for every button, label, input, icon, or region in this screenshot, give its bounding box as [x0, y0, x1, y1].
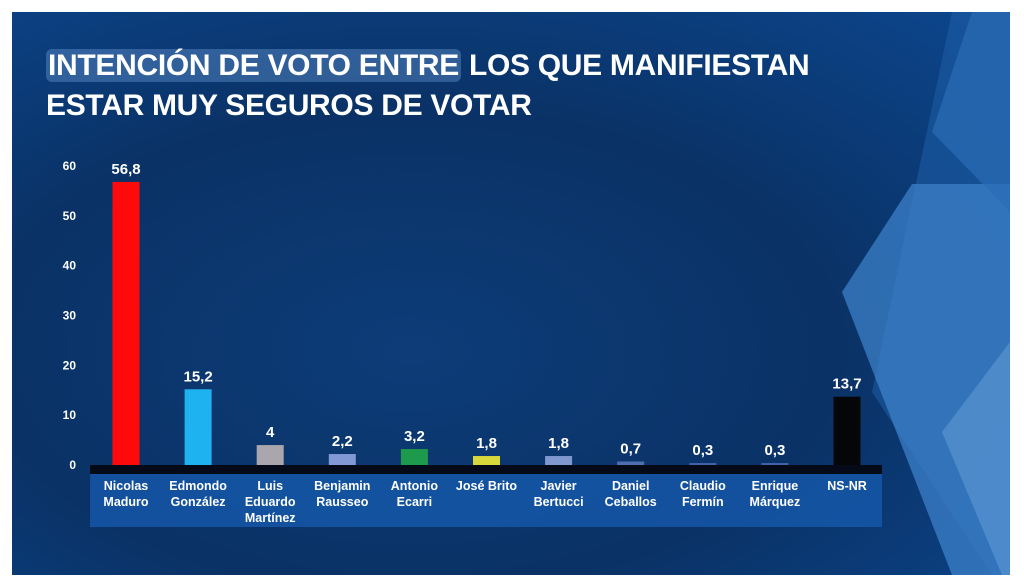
- x-axis-baseline: [90, 465, 882, 474]
- data-label: 15,2: [183, 368, 212, 385]
- category-label: José Brito: [456, 479, 517, 493]
- category-label: NS-NR: [827, 479, 867, 493]
- bar-7: [617, 461, 645, 465]
- data-label: 4: [266, 424, 275, 441]
- bar-5: [473, 456, 500, 465]
- category-label: Ceballos: [605, 495, 657, 509]
- data-label: 3,2: [404, 428, 425, 445]
- data-label: 2,2: [332, 433, 353, 450]
- y-tick-label: 0: [69, 458, 76, 472]
- bar-0: [112, 181, 140, 466]
- data-label: 0,3: [692, 442, 713, 459]
- data-label: 1,8: [476, 435, 497, 452]
- y-tick-label: 30: [63, 309, 77, 323]
- category-label: Javier: [541, 479, 577, 493]
- y-tick-label: 60: [63, 159, 77, 173]
- category-band: [90, 470, 882, 527]
- bar-3: [328, 454, 356, 465]
- bar-1: [184, 389, 212, 465]
- bar-6: [545, 456, 573, 465]
- data-label: 56,8: [111, 161, 140, 178]
- category-label: Bertucci: [534, 495, 584, 509]
- decorative-shapes: [842, 12, 1010, 575]
- category-label: Eduardo: [245, 495, 296, 509]
- y-tick-label: 10: [63, 408, 77, 422]
- category-label: Rausseo: [316, 495, 368, 509]
- category-label: González: [171, 495, 226, 509]
- category-label: Maduro: [103, 495, 149, 509]
- category-label: Nicolas: [104, 479, 149, 493]
- y-tick-label: 40: [63, 259, 77, 273]
- bar-2: [256, 445, 284, 465]
- category-label: Martínez: [245, 511, 296, 525]
- category-label: Fermín: [682, 495, 724, 509]
- bar-4: [400, 449, 428, 465]
- bar-10: [833, 396, 861, 465]
- y-tick-label: 20: [63, 358, 77, 372]
- title-rest: LOS QUE MANIFIESTAN: [460, 49, 810, 82]
- category-label: Luis: [257, 479, 283, 493]
- data-label: 0,3: [764, 442, 785, 459]
- data-label: 1,8: [548, 435, 569, 452]
- category-label: Edmondo: [169, 479, 227, 493]
- chart-title: INTENCIÓN DE VOTO ENTRE LOS QUE MANIFIES…: [46, 46, 810, 126]
- bar-9: [761, 463, 789, 465]
- title-highlight: INTENCIÓN DE VOTO ENTRE: [46, 49, 461, 82]
- category-label: Ecarri: [397, 495, 432, 509]
- category-label: Márquez: [750, 495, 801, 509]
- category-label: Antonio: [391, 479, 439, 493]
- bar-8: [689, 463, 717, 465]
- category-label: Claudio: [680, 479, 726, 493]
- category-label: Enrique: [752, 479, 799, 493]
- data-label: 0,7: [620, 441, 641, 458]
- title-line-2: ESTAR MUY SEGUROS DE VOTAR: [46, 89, 532, 122]
- y-tick-label: 50: [63, 209, 77, 223]
- data-label: 13,7: [832, 376, 861, 393]
- category-label: Benjamin: [314, 479, 370, 493]
- category-label: Daniel: [612, 479, 650, 493]
